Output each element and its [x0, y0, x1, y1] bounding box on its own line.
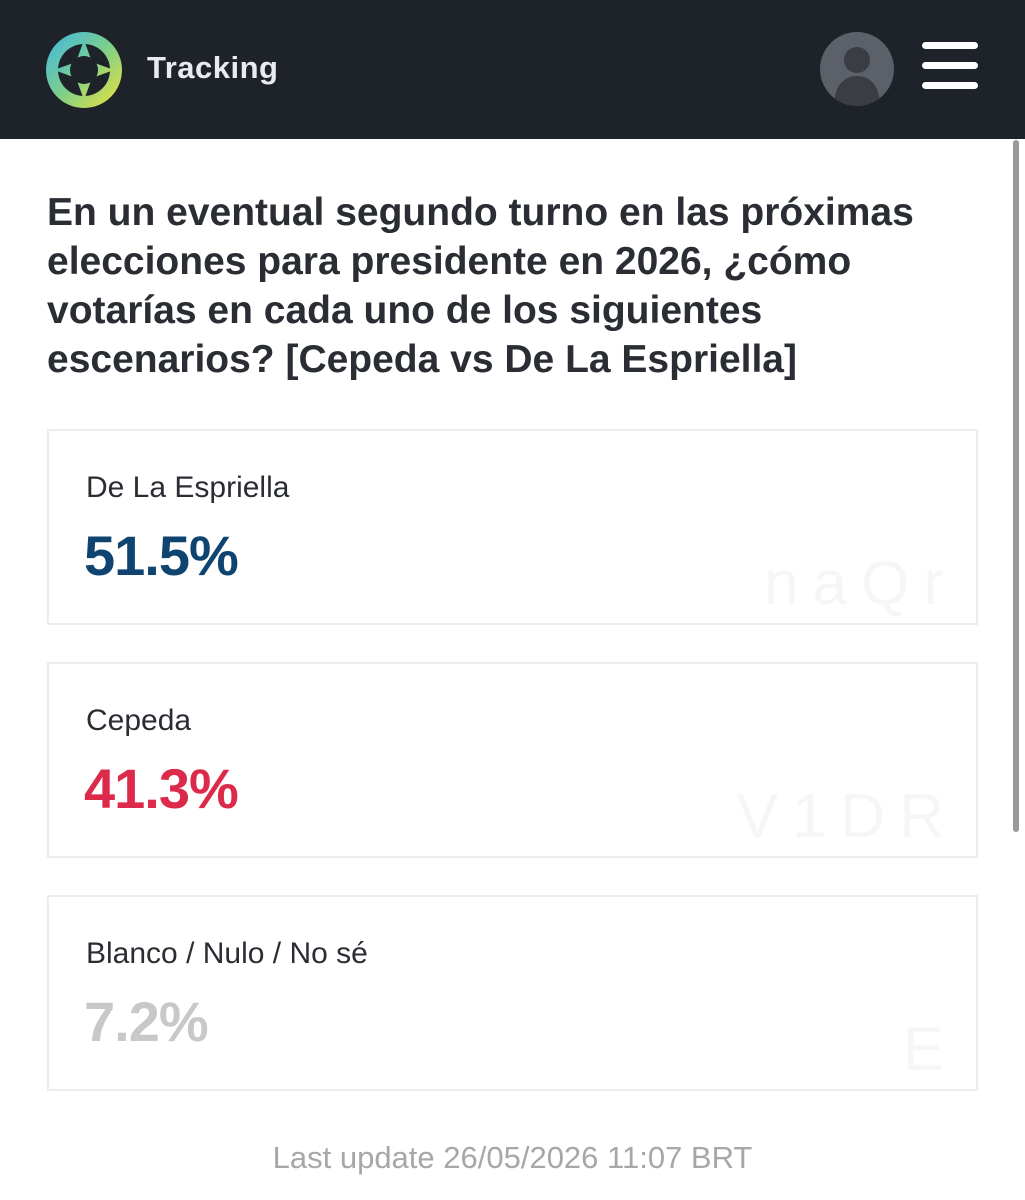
last-update-text: Last update 26/05/2026 11:07 BRT	[272, 1140, 753, 1175]
watermark: E	[902, 1015, 958, 1084]
scrollbar[interactable]	[1013, 140, 1019, 832]
result-card-cepeda: V1DR Cepeda 41.3%	[47, 662, 978, 858]
hamburger-menu-icon[interactable]	[920, 40, 980, 90]
app-logo-icon[interactable]	[46, 32, 122, 108]
result-card-de-la-espriella: naQr De La Espriella 51.5%	[47, 429, 978, 625]
watermark: naQr	[764, 549, 958, 618]
option-label: Blanco / Nulo / No sé	[86, 937, 368, 970]
app-title: Tracking	[147, 50, 279, 85]
question-title: En un eventual segundo turno en las próx…	[47, 191, 914, 381]
candidate-label: De La Espriella	[86, 471, 290, 504]
candidate-label: Cepeda	[86, 704, 192, 737]
option-percentage: 7.2%	[84, 990, 209, 1053]
candidate-percentage: 51.5%	[84, 524, 239, 587]
top-bar: Tracking	[0, 0, 1025, 139]
result-card-blanco-nulo: E Blanco / Nulo / No sé 7.2%	[47, 895, 978, 1091]
candidate-percentage: 41.3%	[84, 757, 239, 820]
user-avatar-icon[interactable]	[820, 32, 894, 106]
watermark: V1DR	[736, 782, 958, 851]
